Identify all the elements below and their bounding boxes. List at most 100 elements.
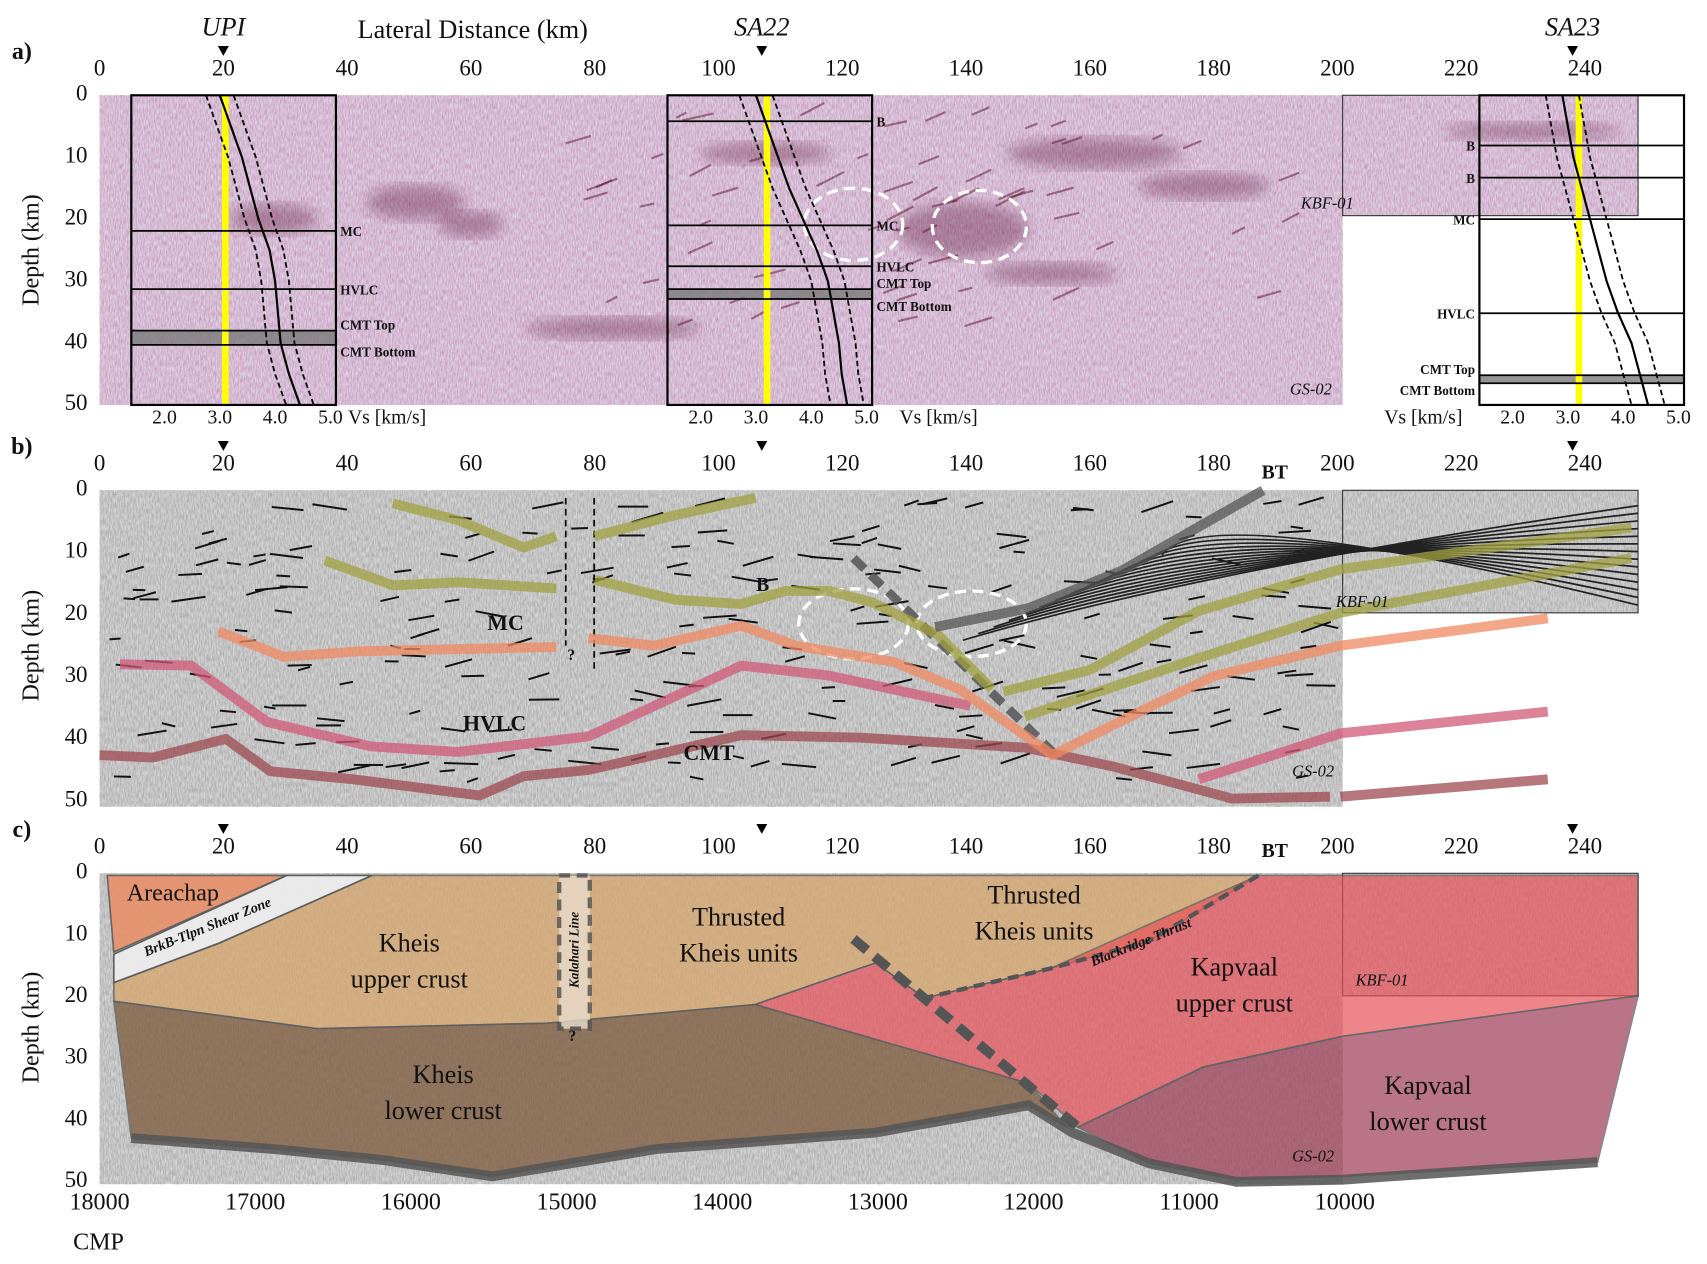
inset-axis-title: Vs [km/s] [1384, 407, 1462, 429]
reflector-pick [750, 759, 770, 768]
reflector-pick [931, 754, 961, 764]
station-marker [217, 824, 229, 834]
reflection-dash [918, 155, 940, 166]
reflector-pick [117, 552, 130, 559]
vs-profile [738, 94, 832, 406]
x-tick-label: 220 [1444, 55, 1478, 80]
reflection-dash [1182, 139, 1202, 150]
x-tick-label: 20 [212, 55, 235, 80]
reflector-pick [1191, 686, 1220, 692]
reflection-dash [883, 180, 914, 194]
x-tick-label: 160 [1073, 833, 1107, 858]
reflection-dash [677, 318, 693, 327]
reflector-pick [297, 665, 311, 672]
reflection-dash [998, 187, 1025, 201]
x-tick-label: 60 [459, 450, 482, 475]
y-axis-title: Depth (km) [18, 590, 44, 702]
reflector-pick [681, 651, 696, 655]
inset-frame [666, 94, 874, 407]
annotation: Kheis [379, 929, 440, 958]
y-tick-label: 50 [65, 390, 88, 415]
reflector-pick [195, 558, 219, 567]
reflector-pick [380, 595, 400, 603]
interpreted-horizon [1001, 522, 1633, 697]
reflector-pick [996, 532, 1027, 539]
reflector-pick [488, 728, 513, 733]
inset-axis-title: Vs [km/s] [348, 407, 426, 429]
reflector-pick [1290, 525, 1304, 530]
reflection-dash [689, 163, 712, 178]
reflector-pick [1003, 639, 1036, 649]
seismic-texture [1342, 95, 1639, 216]
reflection-dash [1024, 122, 1038, 130]
reflector-pick [761, 577, 778, 583]
inset-tick-label: 4.0 [1611, 407, 1636, 429]
reflector-pick [993, 520, 1639, 628]
reflector-pick [1083, 612, 1100, 620]
reflector-pick [339, 680, 354, 686]
reflection-dash [687, 241, 714, 255]
inset-tick-label: 4.0 [263, 407, 288, 429]
y-tick-label: 40 [65, 724, 88, 749]
annotation: KBF-01 [1355, 970, 1409, 989]
reflector-pick [522, 531, 538, 535]
horizon-label: MC [1453, 212, 1475, 227]
reflection-dash [681, 112, 714, 122]
station-marker [217, 441, 229, 451]
reflector-pick [1300, 620, 1332, 634]
reflector-pick [671, 545, 690, 549]
highlight-ellipse [802, 186, 905, 263]
x-tick-label: 60 [459, 833, 482, 858]
reflector-pick [316, 717, 345, 723]
interpreted-horizon [323, 555, 996, 693]
vs-profile [205, 94, 287, 406]
reflector-pick [1056, 689, 1085, 698]
inset-tick-label: 4.0 [799, 407, 824, 429]
x-tick-label: 200 [1320, 450, 1354, 475]
annotation: BT [1262, 840, 1288, 862]
reflector-pick [856, 620, 889, 625]
horizon-label: B [876, 114, 885, 129]
annotation: HVLC [463, 712, 526, 736]
reflection-dash [1052, 286, 1080, 301]
reflector-pick [1189, 630, 1203, 635]
y-tick-label: 50 [65, 786, 88, 811]
reflector-pick [276, 574, 291, 578]
interpreted-horizon [119, 659, 1549, 784]
x-tick-label: 100 [701, 450, 735, 475]
y-tick-label: 40 [65, 328, 88, 353]
annotation: lower crust [1369, 1107, 1487, 1136]
reflector-pick [287, 663, 312, 667]
reflection-dash [896, 292, 918, 302]
reflection-dash [675, 111, 687, 119]
annotation: MC [487, 611, 523, 635]
y-tick-label: 20 [65, 600, 88, 625]
station-marker [1567, 824, 1579, 834]
reflector-pick [679, 623, 694, 628]
x-tick-label: 80 [583, 450, 606, 475]
vs-profile [771, 94, 865, 406]
annotation: Kheis units [679, 938, 798, 967]
reflector-pick [687, 698, 722, 707]
x-tick-label: 220 [1444, 450, 1478, 475]
x-tick-label: 40 [336, 450, 359, 475]
reflection-dash [884, 120, 908, 128]
x-tick-label: 100 [701, 833, 735, 858]
reflector-pick [271, 506, 304, 512]
reflector-pick [497, 753, 516, 760]
y-tick-label: 20 [65, 204, 88, 229]
interpreted-horizon [934, 486, 1266, 632]
x-tick-label: 140 [949, 55, 983, 80]
x-tick-label: 180 [1196, 450, 1230, 475]
y-tick-label: 0 [76, 476, 87, 501]
reflection-dash [867, 223, 885, 231]
reflection-dash [565, 134, 592, 145]
x-tick-label: 220 [1444, 833, 1478, 858]
annotation: Areachap [127, 881, 219, 907]
inset-tick-label: 2.0 [1500, 407, 1525, 429]
reflector-pick [409, 709, 421, 715]
reflector-pick [890, 756, 917, 767]
reflector-pick [1298, 604, 1332, 610]
reflector-pick [781, 762, 817, 769]
reflector-pick [673, 572, 692, 577]
